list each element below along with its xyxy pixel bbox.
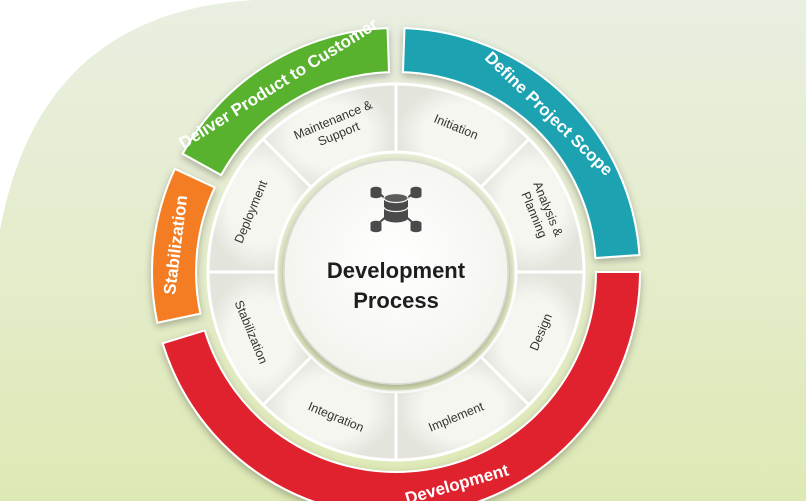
phase-stabilization [151, 167, 217, 324]
center-title-line-2: Process [353, 288, 439, 313]
phase-define [401, 27, 641, 260]
center-title-line-1: Development [327, 258, 466, 283]
center-hub: Development Process [283, 159, 509, 385]
step-segment-maintenance-support [260, 82, 398, 190]
phase-deliver [181, 27, 391, 177]
database-network-icon [370, 186, 422, 233]
phase-development [161, 271, 642, 501]
center-circle [283, 159, 509, 385]
